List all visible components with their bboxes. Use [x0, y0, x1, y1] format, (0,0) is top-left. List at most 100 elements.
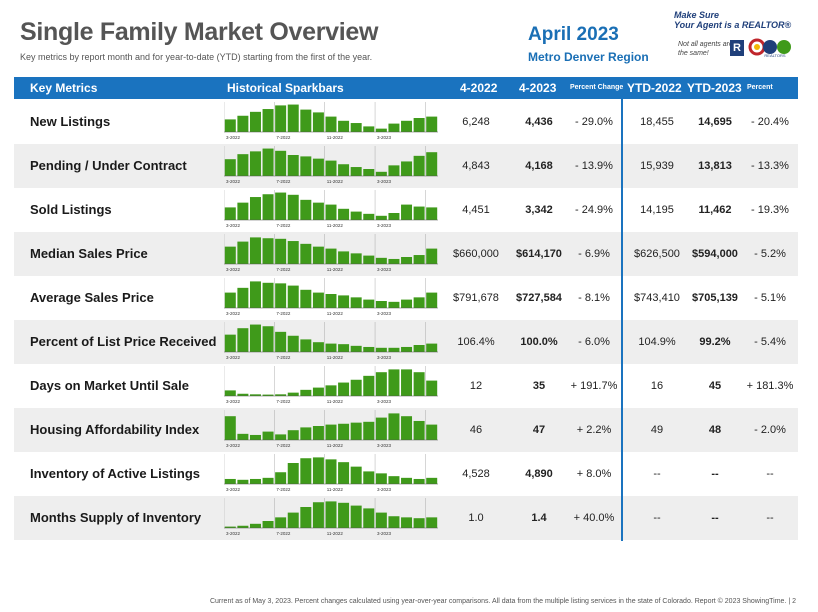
sparkbar [275, 238, 287, 264]
header-key-metrics: Key Metrics [30, 81, 98, 95]
table-row: Months Supply of Inventory 3-2022 7-2022 11… [14, 496, 798, 540]
sparkbar [300, 289, 312, 308]
sparkbar [413, 518, 425, 528]
sparkbar-chart: 3-2022 7-2022 11-2022 3-2023 [224, 410, 438, 448]
page-title: Single Family Market Overview [20, 18, 379, 46]
metric-ytd2022: -- [653, 468, 661, 480]
sparkbar-label: 7-2022 [276, 487, 291, 492]
sparkbar [375, 128, 387, 132]
metric-ytd2022: 14,195 [640, 204, 674, 216]
sparkbar [413, 206, 425, 220]
sparkbar [224, 478, 236, 484]
metric-ytd2023: -- [711, 512, 719, 524]
metric-ytd2023: 13,813 [698, 160, 732, 172]
sparkbar [426, 477, 438, 484]
sparkbar [262, 194, 274, 220]
metric-ytd2023: 14,695 [698, 116, 732, 128]
sparkbar [287, 335, 299, 352]
sparkbar [312, 292, 324, 308]
sparkbar [312, 502, 324, 528]
sparkbar [388, 516, 400, 528]
sparkbar [350, 167, 362, 176]
sparkbar [325, 385, 337, 396]
sparkbar-label: 3-2023 [377, 267, 392, 272]
header-col-ytd-2023: YTD-2023 [687, 81, 742, 95]
sparkbar [325, 424, 337, 440]
sparkbar [312, 426, 324, 440]
sparkbar-label: 3-2023 [377, 531, 392, 536]
logo-line-3: Not all agents are the same! [678, 41, 733, 57]
sparkbar [426, 292, 438, 308]
metric-pct: - 24.9% [575, 204, 613, 216]
sparkbar-chart: 3-2022 7-2022 11-2022 3-2023 [224, 190, 438, 228]
sparkbar-label: 3-2022 [226, 223, 241, 228]
sparkbar [426, 343, 438, 352]
realtor-r-icon: R [730, 40, 744, 56]
sparkbar [224, 292, 236, 308]
metric-name: Days on Market Until Sale [30, 378, 189, 393]
metric-ytd-pct: - 5.4% [754, 336, 786, 348]
sparkbar [287, 155, 299, 176]
sparkbar [300, 458, 312, 484]
sparkbar [312, 158, 324, 176]
metric-ytd2023: 99.2% [699, 336, 731, 348]
sparkbar [388, 301, 400, 308]
table-row: Pending / Under Contract 3-2022 7-2022 11-2… [14, 144, 798, 188]
sparkbar [249, 324, 261, 352]
sparkbar [338, 251, 350, 264]
sparkbar [338, 295, 350, 308]
metric-name: Sold Listings [30, 202, 112, 217]
sparkbar-chart: 3-2022 7-2022 11-2022 3-2023 [224, 454, 438, 492]
sparkbar [237, 328, 249, 352]
sparkbar [375, 215, 387, 220]
sparkbar [312, 202, 324, 220]
sparkbar [224, 390, 236, 396]
sparkbar-label: 3-2022 [226, 399, 241, 404]
sparkbar [426, 424, 438, 440]
table-header: Key Metrics Historical Sparkbars 4-2022 … [14, 77, 798, 113]
metric-ytd-pct: + 181.3% [746, 380, 794, 392]
sparkbar [363, 421, 375, 440]
sparkbar [312, 387, 324, 396]
metric-v4-2023: $727,584 [516, 292, 562, 304]
metric-v4-2023: 4,436 [525, 116, 553, 128]
metric-ytd-pct: - 2.0% [754, 424, 786, 436]
metric-ytd2023: 45 [708, 380, 722, 392]
sparkbar [338, 208, 350, 220]
sparkbar [325, 116, 337, 132]
report-period: April 2023 [528, 24, 619, 45]
sparkbar-label: 3-2022 [226, 355, 241, 360]
sparkbar [249, 111, 261, 132]
metric-pct: - 6.0% [578, 336, 610, 348]
sparkbar-label: 11-2022 [327, 531, 344, 536]
sparkbar [375, 372, 387, 396]
sparkbar [287, 392, 299, 396]
sparkbar [388, 476, 400, 484]
sparkbar-label: 3-2023 [377, 223, 392, 228]
sparkbar-label: 3-2023 [377, 443, 392, 448]
sparkbar [338, 344, 350, 352]
metric-pct: + 191.7% [570, 380, 618, 392]
sparkbar [275, 394, 287, 396]
sparkbar [338, 382, 350, 396]
sparkbar-label: 3-2022 [226, 311, 241, 316]
metric-pct: - 29.0% [575, 116, 613, 128]
sparkbar [401, 416, 413, 440]
sparkbar [237, 433, 249, 440]
sparkbar [325, 160, 337, 176]
sparkbar [237, 393, 249, 396]
sparkbar [401, 477, 413, 484]
sparkbar [325, 343, 337, 352]
metric-v4-2022: 4,528 [462, 468, 490, 480]
metric-ytd2022: 16 [650, 380, 664, 392]
sparkbar [338, 164, 350, 176]
sparkbar [350, 123, 362, 132]
sparkbar [413, 255, 425, 264]
metric-name: Percent of List Price Received [30, 334, 217, 349]
header-col-pct: Percent Change [570, 84, 624, 91]
sparkbar [375, 473, 387, 484]
sparkbar [262, 431, 274, 440]
sparkbar [426, 207, 438, 220]
sparkbar [249, 237, 261, 264]
header-col-4-2022: 4-2022 [460, 81, 498, 95]
